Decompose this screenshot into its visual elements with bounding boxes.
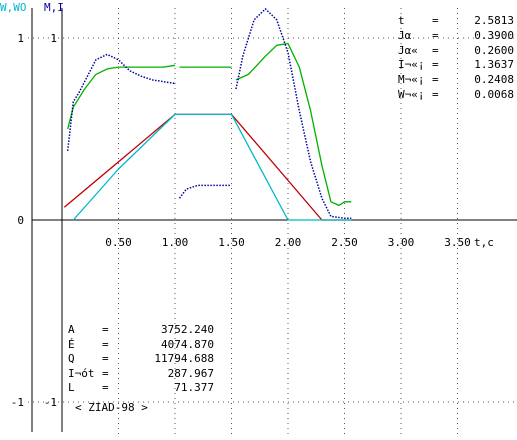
x-tick-label-2: 1.50	[218, 236, 245, 249]
result-row: I¬ót = 287.967	[68, 367, 214, 380]
y-tick-inner-1: -1	[44, 396, 57, 409]
series-green-segment-0	[67, 64, 176, 130]
result-key: A	[68, 323, 75, 336]
readout-key: M¬«¡	[398, 73, 425, 87]
left-axis-label-w: W,WO	[0, 1, 27, 14]
readout-key: W¬«¡	[398, 88, 425, 101]
readout-value: 0.2600	[474, 43, 514, 57]
x-tick-label-6: 3.50	[444, 236, 471, 249]
series-green-segment-2	[235, 42, 352, 207]
readout-row: W¬«¡ = 0.0068	[398, 88, 514, 101]
readout-row: M¬«¡ = 0.2408	[398, 73, 514, 86]
result-key: L	[68, 381, 75, 394]
y-tick-left-2: -1	[11, 396, 24, 409]
readout-equals: =	[432, 58, 439, 72]
result-equals: =	[102, 366, 109, 380]
series-blue-segment-1	[178, 184, 232, 199]
tick-labels: 0.50 1.00 1.50 2.00 2.50 3.00 3.50 t,c 1 0 -1 1 -1	[11, 32, 494, 409]
result-equals: =	[102, 352, 109, 365]
left-axis-label-m: M,I	[44, 1, 64, 14]
readout-value: 1.3637	[474, 58, 514, 72]
readout-value: 0.0068	[474, 88, 514, 101]
footer-tag: < ZIAD-98 >	[75, 401, 148, 414]
readout-key: t	[398, 14, 405, 27]
series-layer	[63, 8, 352, 221]
result-row: Q = 11794.688	[68, 352, 214, 365]
series-cyan-segment-0	[72, 113, 352, 221]
readout-key: Jα	[398, 28, 412, 42]
readout-equals: =	[432, 14, 439, 27]
readout-equals: =	[432, 73, 439, 87]
result-key: I¬ót	[68, 366, 95, 380]
readout-value: 2.5813	[474, 14, 514, 27]
y-tick-inner-0: 1	[50, 32, 57, 45]
x-tick-label-3: 2.00	[275, 236, 302, 249]
readout-row: I¬«¡ = 1.3637	[398, 58, 514, 71]
x-tick-label-1: 1.00	[162, 236, 189, 249]
result-key: Q	[68, 352, 75, 365]
x-tick-label-5: 3.00	[388, 236, 415, 249]
readout-key: I¬«¡	[398, 58, 425, 72]
result-equals: =	[102, 381, 109, 394]
series-blue-segment-0	[66, 53, 176, 151]
grid-lines	[28, 8, 517, 438]
result-row: A = 3752.240	[68, 323, 214, 336]
result-equals: =	[102, 323, 109, 336]
axes	[31, 8, 517, 432]
result-row: L = 71.377	[68, 381, 214, 394]
x-axis-label: t,c	[474, 236, 494, 249]
result-value: 71.377	[174, 381, 214, 394]
series-blue-segment-2	[235, 8, 352, 219]
result-value: 287.967	[167, 366, 214, 380]
x-tick-label-4: 2.50	[331, 236, 358, 249]
readout-equals: =	[432, 88, 439, 101]
readout-value: 0.2408	[474, 73, 514, 87]
readout-row: Jα« = 0.2600	[398, 44, 514, 57]
y-tick-left-1: 0	[17, 214, 24, 227]
readout-row: Jα = 0.3900	[398, 29, 514, 42]
x-tick-label-0: 0.50	[105, 236, 132, 249]
result-row: É = 4074.870	[68, 338, 214, 351]
result-value: 11794.688	[154, 352, 214, 365]
result-key: É	[68, 337, 75, 351]
y-tick-left-0: 1	[17, 32, 24, 45]
readout-equals: =	[432, 43, 439, 57]
readout-row: t = 2.5813	[398, 14, 514, 27]
result-value: 3752.240	[161, 323, 214, 336]
readout-value: 0.3900	[474, 28, 514, 42]
result-value: 4074.870	[161, 337, 214, 351]
readout-equals: =	[432, 28, 439, 42]
result-equals: =	[102, 337, 109, 351]
readout-key: Jα«	[398, 43, 418, 57]
series-red-segment-0	[63, 113, 352, 221]
